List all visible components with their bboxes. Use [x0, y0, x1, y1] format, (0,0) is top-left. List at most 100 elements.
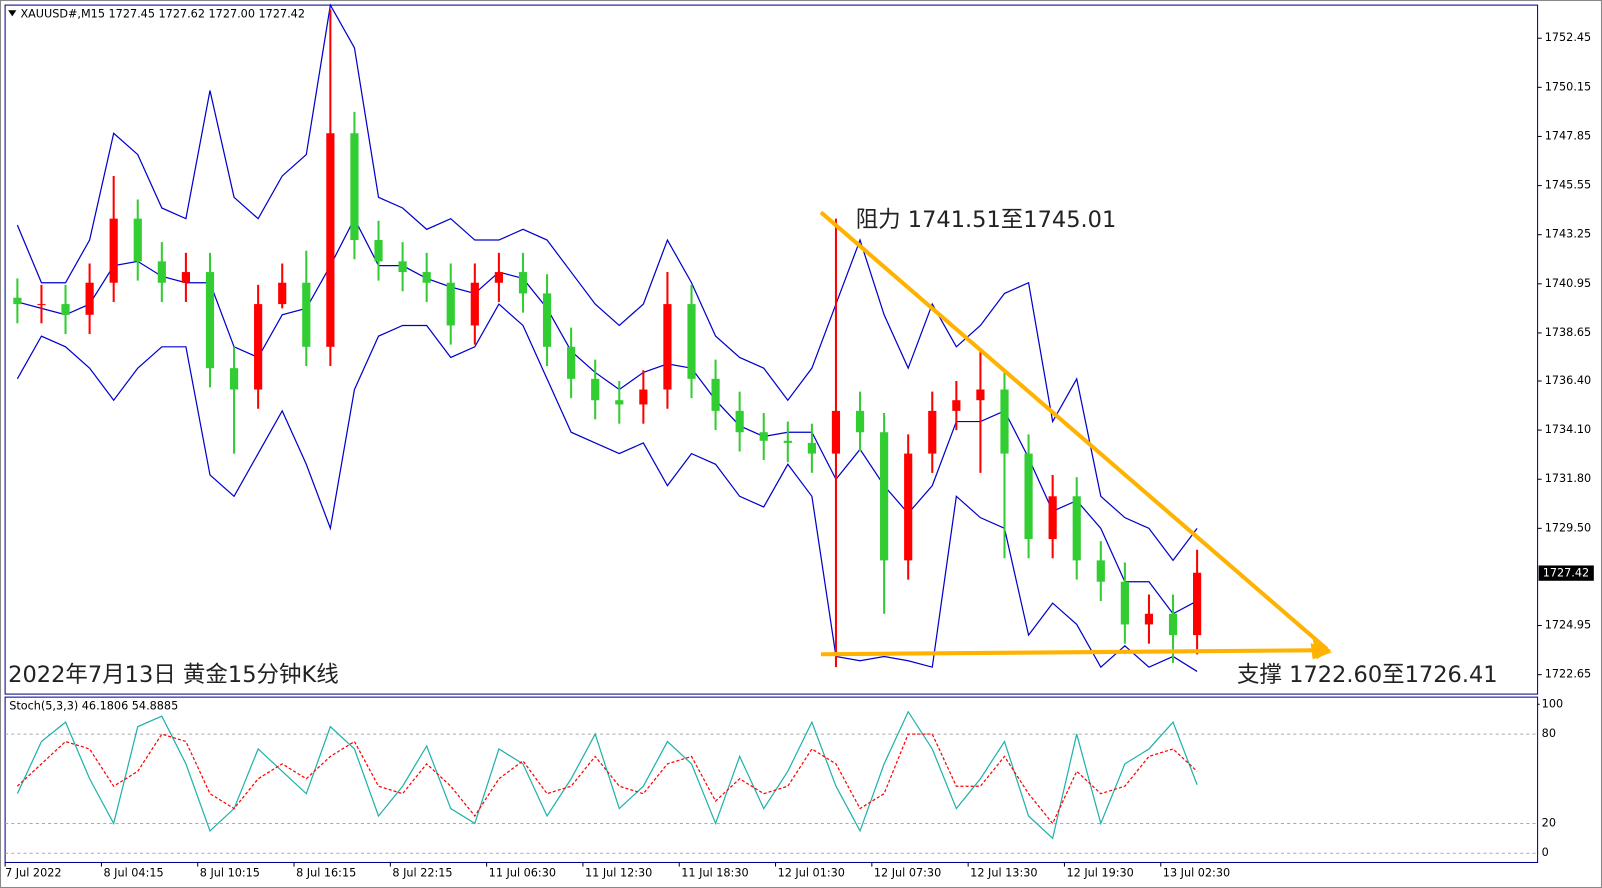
header: XAUUSD#,M15 1727.45 1727.62 1727.00 1727… [20, 7, 305, 20]
x-tick-label: 8 Jul 04:15 [103, 867, 163, 880]
candle-body [1144, 613, 1154, 625]
x-tick-label: 12 Jul 07:30 [874, 867, 941, 880]
bollinger-band [16, 3, 1198, 562]
price-tag [1538, 565, 1594, 581]
candle-body [1000, 389, 1009, 454]
candle-body [254, 304, 263, 390]
candle-body [229, 368, 239, 390]
candle-body [422, 272, 431, 283]
candle-body [157, 261, 166, 283]
candle-body [350, 133, 359, 241]
x-tick-label: 8 Jul 16:15 [296, 867, 356, 880]
y-tick-label: 0 [1542, 846, 1549, 859]
candle-body [687, 304, 696, 379]
candle-body [518, 272, 528, 294]
x-tick-label: 7 Jul 2022 [5, 867, 61, 880]
candle-body [1193, 572, 1202, 636]
stoch-line [16, 710, 1198, 840]
candle-body [1120, 581, 1129, 625]
candle-body [783, 440, 792, 443]
y-tick-label: 1731.80 [1545, 472, 1591, 485]
candle-body [542, 293, 552, 347]
y-tick-label: 1743.25 [1545, 228, 1591, 241]
x-tick-label: 11 Jul 18:30 [681, 867, 748, 880]
y-tick-label: 1724.95 [1545, 619, 1591, 632]
y-tick-label: 1734.10 [1545, 423, 1591, 436]
menu-icon [8, 10, 17, 17]
candle-body [928, 410, 937, 454]
price-tag-label: 1727.42 [1543, 567, 1589, 580]
y-tick-label: 1750.15 [1545, 80, 1591, 93]
candle-body [711, 378, 720, 411]
x-tick-label: 12 Jul 01:30 [778, 867, 845, 880]
candle-body [133, 218, 142, 262]
stoch-panel [4, 696, 1539, 863]
candle-body [976, 389, 985, 401]
candle-body [109, 218, 118, 283]
candle-body [1048, 496, 1057, 540]
marks: 1722.65 1724.95 1729.50 1731.80 1734.10 1736.… [4, 3, 1591, 880]
candle-body [13, 297, 22, 305]
candle-body [880, 432, 889, 561]
candle-body [807, 442, 816, 454]
y-tick-label: 1747.85 [1545, 129, 1591, 142]
y-tick-label: 1736.40 [1545, 374, 1591, 387]
candle-body [398, 261, 407, 273]
x-tick-label: 11 Jul 12:30 [585, 867, 652, 880]
candle-body [952, 400, 961, 411]
candle-body [1072, 496, 1081, 561]
candle-body [61, 304, 70, 315]
candle-body [278, 282, 287, 305]
candle-body [302, 282, 311, 347]
candle-body [326, 133, 335, 347]
y-tick-label: 100 [1542, 697, 1563, 710]
y-tick-label: 1752.45 [1545, 31, 1591, 44]
candle-body [663, 304, 672, 390]
candle-body [759, 432, 768, 441]
main-panel [4, 4, 1539, 695]
stoch-title: Stoch(5,3,3) 46.1806 54.8885 [9, 699, 178, 712]
candle-body [37, 304, 46, 306]
resistance-line [819, 210, 1329, 651]
candle-body [904, 453, 913, 561]
candle-body [567, 346, 576, 379]
bollinger-band [16, 303, 1198, 672]
candle-body [181, 272, 191, 283]
candle-body [85, 282, 94, 315]
x-tick-label: 13 Jul 02:30 [1163, 867, 1230, 880]
candle-body [446, 282, 455, 326]
x-tick-label: 12 Jul 13:30 [970, 867, 1037, 880]
y-tick-label: 1722.65 [1545, 668, 1591, 681]
candle-body [831, 410, 841, 454]
x-tick-label: 8 Jul 22:15 [392, 867, 452, 880]
annotation: 支撑 1722.60至1726.41 [1237, 662, 1498, 688]
y-tick-label: 20 [1542, 816, 1556, 829]
y-tick-label: 1738.65 [1545, 326, 1591, 339]
stoch-line [16, 733, 1198, 825]
candle-body [615, 400, 624, 405]
annotation: 阻力 1741.51至1745.01 [856, 207, 1117, 233]
candle-body [1096, 560, 1105, 582]
x-tick-label: 12 Jul 19:30 [1067, 867, 1134, 880]
candle-body [1024, 453, 1033, 540]
annotation: 2022年7月13日 黄金15分钟K线 [8, 662, 339, 688]
candle-body [374, 240, 383, 262]
x-tick-label: 8 Jul 10:15 [200, 867, 260, 880]
candle-body [735, 410, 744, 433]
candle-body [639, 389, 648, 405]
arrowhead [1310, 643, 1333, 660]
y-tick-label: 1745.55 [1545, 179, 1591, 192]
support-line [820, 648, 1328, 657]
candle-body [591, 378, 600, 401]
candle-body [1168, 613, 1178, 636]
y-tick-label: 1729.50 [1545, 521, 1591, 534]
candle-body [470, 282, 479, 326]
x-tick-label: 11 Jul 06:30 [489, 867, 556, 880]
y-tick-label: 1740.95 [1545, 277, 1591, 290]
y-tick-label: 80 [1542, 727, 1556, 740]
candle-body [855, 410, 865, 433]
candle-body [494, 272, 503, 283]
candle-body [205, 272, 215, 369]
